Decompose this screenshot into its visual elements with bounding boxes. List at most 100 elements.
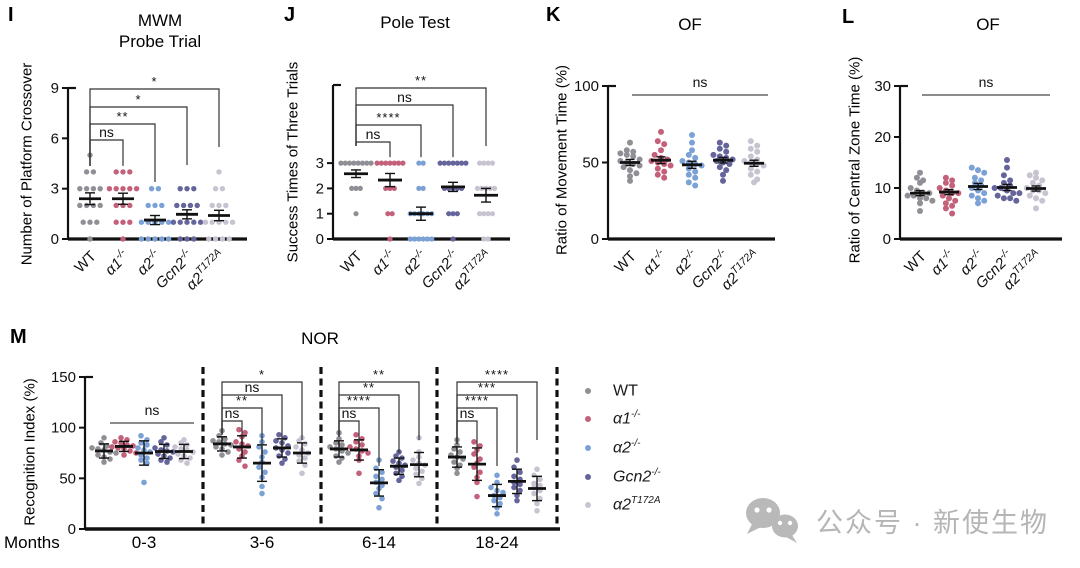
data-point <box>145 202 151 209</box>
data-point <box>127 202 133 209</box>
watermark-text: 公众号 · 新使生物 <box>816 507 1049 538</box>
data-point <box>917 207 923 214</box>
sig-bracket <box>355 141 391 158</box>
y-tick-label: 0 <box>591 231 599 248</box>
data-point <box>471 451 477 457</box>
legend: WT α1-/- α2-/- Gcn2-/- α2T172A <box>585 372 735 532</box>
sig-label: ns <box>99 124 114 140</box>
data-point <box>617 150 624 157</box>
sig-label: ** <box>363 380 375 395</box>
data-point <box>747 153 754 160</box>
data-point <box>627 139 633 146</box>
data-point <box>356 470 362 477</box>
data-point <box>345 450 351 456</box>
data-point <box>97 185 103 192</box>
data-point <box>1026 192 1033 199</box>
data-point <box>191 236 197 242</box>
data-point <box>393 470 399 477</box>
sig-label: **** <box>465 393 489 408</box>
y-tick-label: 3 <box>51 181 59 198</box>
data-point <box>223 219 229 225</box>
data-point <box>90 202 97 209</box>
data-point <box>450 236 456 242</box>
sig-label: ** <box>116 109 128 124</box>
data-point <box>492 185 498 191</box>
y-tick-label: 100 <box>51 420 76 437</box>
data-point <box>441 160 447 166</box>
data-point <box>113 202 119 209</box>
data-point <box>413 465 419 472</box>
sig-bracket <box>89 88 220 166</box>
y-tick-label: 6 <box>51 130 59 147</box>
data-point <box>474 185 480 191</box>
data-point <box>942 200 949 207</box>
data-point <box>723 142 730 149</box>
panel-l-ylabel: Ratio of Central Zone Time (%) <box>846 56 864 264</box>
data-point <box>511 473 517 480</box>
data-point <box>949 202 956 209</box>
data-point <box>120 219 126 225</box>
data-point <box>259 490 265 497</box>
data-point <box>716 153 723 160</box>
data-point <box>133 185 140 192</box>
data-point <box>968 192 975 199</box>
data-point <box>1016 190 1023 197</box>
data-point <box>692 168 699 175</box>
data-point <box>942 179 949 186</box>
data-point <box>302 455 308 461</box>
data-point <box>138 236 145 242</box>
data-point <box>685 179 692 186</box>
data-point <box>981 190 988 197</box>
data-point <box>689 131 695 138</box>
data-point <box>293 444 299 450</box>
data-point <box>514 457 520 463</box>
data-point <box>276 431 282 438</box>
data-point <box>346 160 353 166</box>
data-point <box>716 139 723 146</box>
data-point <box>95 452 101 458</box>
data-point <box>390 458 396 464</box>
data-point <box>716 164 723 171</box>
data-point <box>437 160 443 166</box>
data-point <box>353 185 359 191</box>
sig-label: ns <box>145 402 160 418</box>
data-point <box>112 439 118 445</box>
data-point <box>413 471 419 478</box>
panel-letter-m: M <box>10 326 27 348</box>
data-point <box>98 440 104 446</box>
data-point <box>118 435 124 441</box>
data-point <box>429 236 435 242</box>
data-point <box>191 185 197 192</box>
data-point <box>689 147 695 154</box>
y-tick-label: 2 <box>316 180 324 197</box>
sig-label: ns <box>366 126 381 142</box>
sig-label: ns <box>225 405 240 421</box>
legend-item-a2t: α2T172A <box>585 494 661 516</box>
data-point <box>279 460 285 466</box>
data-point <box>399 467 405 474</box>
data-point <box>459 160 465 166</box>
data-point <box>159 236 165 242</box>
data-point <box>219 452 225 458</box>
legend-label-a2: α2-/- <box>613 438 641 457</box>
data-point <box>302 441 308 447</box>
y-tick-label: 50 <box>582 155 599 172</box>
data-point <box>184 236 190 242</box>
data-point <box>454 211 460 217</box>
data-point <box>127 448 133 454</box>
data-point <box>83 202 90 209</box>
data-point <box>90 169 97 175</box>
data-point <box>952 197 959 204</box>
data-point <box>389 211 395 217</box>
data-point <box>233 439 239 445</box>
data-point <box>219 185 226 192</box>
data-point <box>120 236 126 242</box>
data-point <box>177 185 183 192</box>
data-point <box>497 500 503 507</box>
data-point <box>485 160 491 166</box>
data-point <box>904 192 911 199</box>
data-point <box>754 168 761 175</box>
legend-label-a2t: α2T172A <box>613 495 661 514</box>
data-point <box>120 169 126 175</box>
